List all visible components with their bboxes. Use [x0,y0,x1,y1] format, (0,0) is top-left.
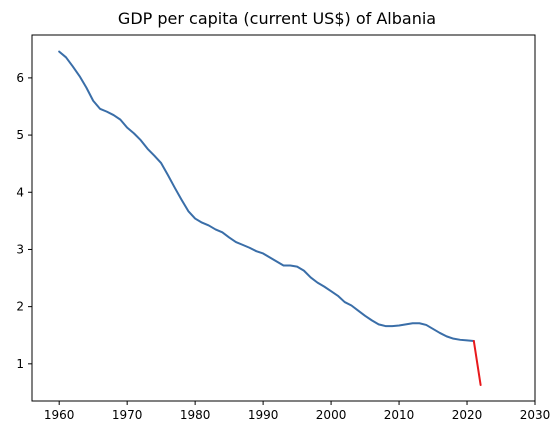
y-tick-label-5: 5 [16,128,24,142]
series-line-1 [58,50,475,342]
y-tick-label-1: 1 [16,357,24,371]
y-tick-label-4: 4 [16,185,24,199]
x-tick-label-2010: 2010 [384,408,415,422]
x-tick-label-1990: 1990 [248,408,279,422]
series-line-2 [472,339,482,386]
y-tick-label-6: 6 [16,71,24,85]
x-tick-label-1980: 1980 [180,408,211,422]
x-tick-label-1970: 1970 [112,408,143,422]
x-tick-label-2000: 2000 [316,408,347,422]
x-tick-label-1960: 1960 [44,408,75,422]
y-tick-label-3: 3 [16,242,24,256]
plot-frame [31,34,536,402]
chart-title: GDP per capita (current US$) of Albania [118,9,436,28]
plot-area: 1960 1970 1980 1990 2000 2010 2020 2030 1 2 3 4 5 6 [16,34,551,422]
x-tick-label-2030: 2030 [520,408,551,422]
y-tick-label-2: 2 [16,300,24,314]
x-tick-label-2020: 2020 [452,408,483,422]
